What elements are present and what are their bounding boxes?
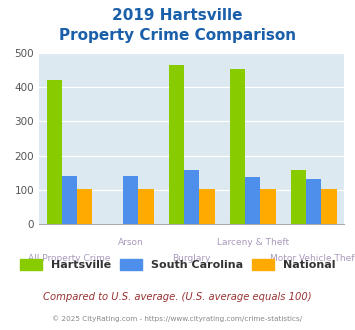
Bar [291, 170, 306, 224]
Bar [123, 176, 138, 224]
Text: Property Crime Comparison: Property Crime Comparison [59, 28, 296, 43]
Bar [184, 170, 200, 224]
Text: Burglary: Burglary [173, 254, 211, 263]
Legend: Hartsville, South Carolina, National: Hartsville, South Carolina, National [20, 258, 335, 270]
Text: 2019 Hartsville: 2019 Hartsville [112, 8, 243, 23]
Bar [77, 189, 92, 224]
Bar [47, 80, 62, 224]
Bar [138, 189, 153, 224]
Text: Compared to U.S. average. (U.S. average equals 100): Compared to U.S. average. (U.S. average … [43, 292, 312, 302]
Text: Motor Vehicle Theft: Motor Vehicle Theft [270, 254, 355, 263]
Bar [200, 189, 214, 224]
Bar [62, 176, 77, 224]
Bar [322, 189, 337, 224]
Text: All Property Crime: All Property Crime [28, 254, 111, 263]
Bar [245, 178, 261, 224]
Text: Larceny & Theft: Larceny & Theft [217, 238, 289, 247]
Bar [261, 189, 275, 224]
Bar [230, 69, 245, 224]
Text: © 2025 CityRating.com - https://www.cityrating.com/crime-statistics/: © 2025 CityRating.com - https://www.city… [53, 315, 302, 322]
Text: Arson: Arson [118, 238, 143, 247]
Bar [306, 179, 322, 224]
Bar [169, 65, 184, 224]
